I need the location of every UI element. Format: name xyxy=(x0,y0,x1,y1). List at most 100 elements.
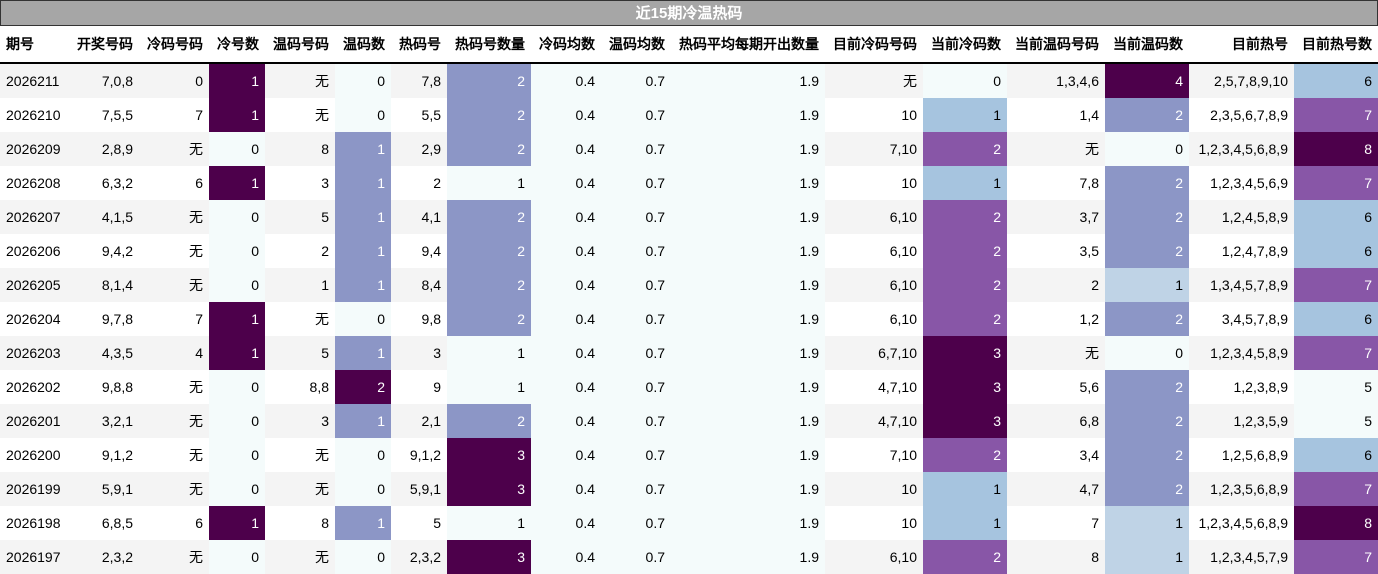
cell-current-cold-count: 1 xyxy=(923,506,1007,540)
cell-draw-numbers: 4,3,5 xyxy=(70,336,139,370)
cell-current-hot-count: 6 xyxy=(1294,63,1378,98)
cell-warm-numbers: 3 xyxy=(265,166,335,200)
cell-cold-average: 0.4 xyxy=(531,438,601,472)
cell-warm-count: 1 xyxy=(335,132,391,166)
cell-current-warm-count: 2 xyxy=(1105,370,1189,404)
cell-hot-average-per-draw: 1.9 xyxy=(671,370,825,404)
cell-cold-average: 0.4 xyxy=(531,166,601,200)
cell-current-hot-numbers: 1,2,3,5,9 xyxy=(1189,404,1294,438)
cell-current-cold-count: 1 xyxy=(923,472,1007,506)
cell-hot-numbers: 9,4 xyxy=(391,234,447,268)
cell-current-cold-numbers: 6,10 xyxy=(825,200,923,234)
cell-current-hot-count: 6 xyxy=(1294,200,1378,234)
cell-cold-count: 1 xyxy=(209,166,265,200)
cell-warm-count: 1 xyxy=(335,336,391,370)
cell-current-hot-numbers: 1,2,3,8,9 xyxy=(1189,370,1294,404)
cell-current-cold-numbers: 10 xyxy=(825,506,923,540)
cell-current-cold-count: 1 xyxy=(923,166,1007,200)
cell-current-hot-count: 7 xyxy=(1294,268,1378,302)
cell-hot-average-per-draw: 1.9 xyxy=(671,540,825,574)
cell-warm-count: 0 xyxy=(335,98,391,132)
cell-current-warm-numbers: 5,6 xyxy=(1007,370,1105,404)
header-hot-numbers: 热码号 xyxy=(391,26,447,64)
cell-current-hot-numbers: 1,2,4,5,8,9 xyxy=(1189,200,1294,234)
cell-warm-numbers: 无 xyxy=(265,540,335,574)
table-row: 2026211 7,0,8 0 1 无 0 7,8 2 0.4 0.7 1.9 无 0 1,3,4,6 4 2… xyxy=(0,63,1378,98)
cell-cold-count: 1 xyxy=(209,336,265,370)
cell-cold-average: 0.4 xyxy=(531,63,601,98)
cell-current-warm-numbers: 7,8 xyxy=(1007,166,1105,200)
cell-cold-numbers: 6 xyxy=(139,166,209,200)
cell-period: 2026211 xyxy=(0,63,70,98)
cell-draw-numbers: 9,4,2 xyxy=(70,234,139,268)
cell-cold-count: 0 xyxy=(209,132,265,166)
cell-warm-average: 0.7 xyxy=(601,438,671,472)
cell-hot-numbers: 3 xyxy=(391,336,447,370)
cell-cold-average: 0.4 xyxy=(531,302,601,336)
cell-cold-numbers: 无 xyxy=(139,370,209,404)
cell-current-warm-count: 2 xyxy=(1105,166,1189,200)
cell-current-hot-numbers: 3,4,5,7,8,9 xyxy=(1189,302,1294,336)
cell-hot-average-per-draw: 1.9 xyxy=(671,63,825,98)
cell-hot-count: 2 xyxy=(447,302,531,336)
cell-hot-count: 2 xyxy=(447,268,531,302)
cell-draw-numbers: 2,8,9 xyxy=(70,132,139,166)
cell-cold-average: 0.4 xyxy=(531,472,601,506)
cell-warm-count: 1 xyxy=(335,200,391,234)
cell-current-warm-numbers: 3,7 xyxy=(1007,200,1105,234)
cell-warm-average: 0.7 xyxy=(601,370,671,404)
cell-current-warm-count: 1 xyxy=(1105,268,1189,302)
cold-warm-hot-table: 期号 开奖号码 冷码号码 冷号数 温码号码 温码数 热码号 热码号数量 冷码均数 温码均数 热码平均… xyxy=(0,26,1378,574)
cell-warm-count: 1 xyxy=(335,166,391,200)
cell-current-cold-count: 2 xyxy=(923,234,1007,268)
cell-draw-numbers: 2,3,2 xyxy=(70,540,139,574)
cell-draw-numbers: 6,8,5 xyxy=(70,506,139,540)
table-row: 2026208 6,3,2 6 1 3 1 2 1 0.4 0.7 1.9 10 1 7,8 2 1,2,3,… xyxy=(0,166,1378,200)
cell-current-warm-count: 1 xyxy=(1105,506,1189,540)
cell-cold-numbers: 7 xyxy=(139,98,209,132)
cell-hot-count: 3 xyxy=(447,540,531,574)
cell-current-hot-count: 7 xyxy=(1294,472,1378,506)
cell-cold-numbers: 无 xyxy=(139,268,209,302)
cell-current-hot-numbers: 2,3,5,6,7,8,9 xyxy=(1189,98,1294,132)
cell-current-warm-numbers: 无 xyxy=(1007,132,1105,166)
cell-hot-count: 1 xyxy=(447,370,531,404)
cell-current-cold-count: 3 xyxy=(923,370,1007,404)
header-hot-average-per-draw: 热码平均每期开出数量 xyxy=(671,26,825,64)
cell-warm-average: 0.7 xyxy=(601,63,671,98)
cell-cold-count: 1 xyxy=(209,506,265,540)
cell-cold-count: 1 xyxy=(209,302,265,336)
header-cold-average: 冷码均数 xyxy=(531,26,601,64)
cell-current-warm-numbers: 无 xyxy=(1007,336,1105,370)
cell-warm-numbers: 8,8 xyxy=(265,370,335,404)
cell-current-cold-count: 2 xyxy=(923,200,1007,234)
cell-cold-average: 0.4 xyxy=(531,370,601,404)
cell-cold-numbers: 无 xyxy=(139,540,209,574)
cell-draw-numbers: 7,5,5 xyxy=(70,98,139,132)
header-draw-numbers: 开奖号码 xyxy=(70,26,139,64)
cell-hot-average-per-draw: 1.9 xyxy=(671,438,825,472)
cell-current-warm-numbers: 4,7 xyxy=(1007,472,1105,506)
cell-warm-numbers: 5 xyxy=(265,336,335,370)
table-row: 2026210 7,5,5 7 1 无 0 5,5 2 0.4 0.7 1.9 10 1 1,4 2 2,3,… xyxy=(0,98,1378,132)
cell-period: 2026200 xyxy=(0,438,70,472)
cell-draw-numbers: 9,7,8 xyxy=(70,302,139,336)
cell-period: 2026203 xyxy=(0,336,70,370)
cell-warm-count: 2 xyxy=(335,370,391,404)
cell-warm-average: 0.7 xyxy=(601,472,671,506)
cell-hot-average-per-draw: 1.9 xyxy=(671,472,825,506)
cell-hot-average-per-draw: 1.9 xyxy=(671,336,825,370)
cell-hot-numbers: 5,5 xyxy=(391,98,447,132)
header-current-cold-numbers: 目前冷码号码 xyxy=(825,26,923,64)
cell-current-cold-numbers: 10 xyxy=(825,98,923,132)
cell-warm-average: 0.7 xyxy=(601,200,671,234)
table-title: 近15期冷温热码 xyxy=(0,0,1378,26)
cell-cold-numbers: 0 xyxy=(139,63,209,98)
cell-warm-average: 0.7 xyxy=(601,540,671,574)
cell-warm-average: 0.7 xyxy=(601,302,671,336)
cell-hot-count: 2 xyxy=(447,132,531,166)
cell-hot-numbers: 7,8 xyxy=(391,63,447,98)
cell-cold-count: 0 xyxy=(209,268,265,302)
table-row: 2026204 9,7,8 7 1 无 0 9,8 2 0.4 0.7 1.9 6,10 2 1,2 2 3,… xyxy=(0,302,1378,336)
cell-current-cold-count: 2 xyxy=(923,132,1007,166)
